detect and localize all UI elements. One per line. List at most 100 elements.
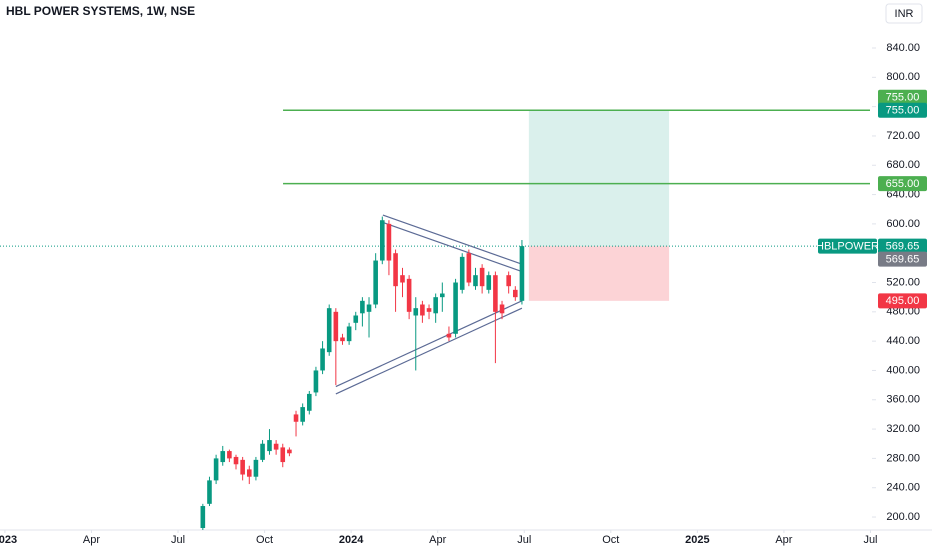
y-tick-label: 280.00 [886,452,920,464]
y-tick-label: 680.00 [886,159,920,171]
x-tick-label: 2025 [685,534,709,546]
candle-body [360,300,365,314]
candle-body [513,289,518,298]
symbol-tag: HBLPOWER [816,241,879,253]
candle-body [366,304,372,312]
x-tick-label: Jul [171,534,185,546]
candle-body [453,282,458,334]
level-label-box [878,89,927,105]
candle-body [300,407,305,422]
stop-zone [528,246,670,301]
level-label: 655.00 [886,178,920,190]
entry-label: 569.65 [886,254,920,266]
candle-body [287,449,292,454]
x-tick-label: 2023 [0,534,17,546]
y-tick-label: 480.00 [886,306,920,318]
candle-body [426,308,432,312]
candle-body [379,220,385,261]
candle-body [433,297,438,314]
y-tick-label: 840.00 [886,42,920,54]
y-tick-label: 600.00 [886,218,920,230]
candle-body [207,480,212,504]
candle-body [313,370,319,393]
candle-body [413,308,419,316]
candle-body [280,447,286,463]
candle-body [393,253,398,287]
candle-body [246,469,252,477]
y-tick-label: 400.00 [886,364,920,376]
candle-body [506,275,511,287]
candle-body [260,443,265,460]
currency-button[interactable] [885,3,923,24]
x-tick-label: Jul [863,534,877,546]
candle-body [233,456,239,465]
candle-body [353,315,359,323]
candle-body [373,260,378,305]
candle-body [253,459,259,477]
y-tick-label: 640.00 [886,188,920,200]
candle-body [220,451,226,463]
target-label: 755.00 [886,105,920,117]
stop-label: 495.00 [886,295,920,307]
trendline [382,214,523,265]
last-price-label: 569.65 [886,241,920,253]
y-tick-label: 320.00 [886,423,920,435]
candle-body [306,393,312,411]
candle-body [213,458,219,481]
last-price-label-box [878,238,927,254]
entry-label-box [878,251,927,267]
candle-body [293,414,299,422]
trendline [335,300,523,388]
chart-title: HBL POWER SYSTEMS, 1W, NSE [6,4,195,18]
y-tick-label: 520.00 [886,276,920,288]
candle-body [326,308,332,353]
candle-body [406,278,412,312]
plot-area [0,109,870,530]
candle-body [486,275,492,290]
stop-label-box [878,293,927,309]
candle-body [200,506,206,529]
y-tick-label: 440.00 [886,335,920,347]
candle-body [493,275,498,312]
candle-body [346,326,352,342]
x-tick-label: Oct [602,534,619,546]
y-tick-label: 800.00 [886,71,920,83]
y-tick-label: 720.00 [886,130,920,142]
candle-body [499,304,505,314]
candle-body [420,304,425,316]
trendline [382,221,523,273]
level-label-box [878,176,927,192]
candle-body [400,275,405,283]
x-tick-label: Jul [517,534,531,546]
trendline [335,307,523,395]
y-tick-label: 200.00 [886,511,920,523]
y-tick-label: 240.00 [886,482,920,494]
symbol-tag-box [818,238,877,254]
candle-body [519,246,525,301]
candle-body [273,443,279,450]
x-tick-label: Apr [83,534,100,546]
currency-label[interactable]: INR [895,8,914,20]
x-tick-label: 2024 [339,534,364,546]
x-tick-label: Apr [429,534,446,546]
candle-body [479,267,485,287]
target-label-box [878,102,927,118]
candle-body [386,223,392,261]
candle-body [333,311,339,342]
candle-body [446,333,452,338]
candle-body [340,337,345,342]
level-label: 755.00 [886,92,920,104]
x-tick-label: Oct [256,534,273,546]
candle-body [320,348,325,371]
target-zone [528,110,670,247]
candle-body [440,293,445,298]
candle-body [227,451,232,459]
y-tick-label: 360.00 [886,394,920,406]
x-tick-label: Apr [775,534,792,546]
candle-body [240,459,245,475]
candle-body [466,253,472,283]
candle-body [459,256,465,290]
candle-body [267,440,272,452]
